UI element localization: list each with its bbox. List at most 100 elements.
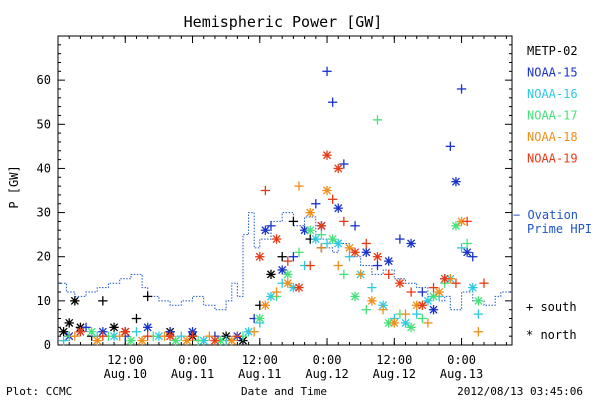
- point-noaa-17: [126, 335, 136, 346]
- point-noaa-19: [451, 278, 461, 288]
- point-stroke: [429, 292, 438, 301]
- point-noaa-15: [288, 252, 299, 262]
- point-metp-02: [58, 327, 69, 337]
- legend-marker-north: * north: [526, 328, 577, 342]
- x-tick-date: Aug.11: [171, 367, 214, 381]
- point-noaa-15: [339, 159, 349, 169]
- point-noaa-19: [165, 331, 175, 341]
- series-noaa-16: [58, 234, 484, 346]
- series-noaa-18: [70, 181, 484, 346]
- point-stroke: [244, 327, 253, 336]
- point-metp-02: [277, 252, 287, 262]
- y-tick-label: 20: [37, 250, 51, 264]
- point-noaa-17: [417, 313, 427, 324]
- point-stroke: [367, 296, 376, 305]
- point-stroke: [334, 164, 343, 173]
- point-stroke: [171, 336, 180, 345]
- point-metp-02: [109, 322, 119, 332]
- axes: 010203040506012:00Aug.100:00Aug.1112:00A…: [37, 35, 513, 381]
- x-tick-date: Aug.11: [238, 367, 281, 381]
- point-noaa-18: [333, 260, 343, 271]
- point-noaa-16: [109, 331, 119, 341]
- point-stroke: [126, 336, 135, 345]
- point-noaa-17: [428, 291, 439, 302]
- point-stroke: [283, 270, 292, 279]
- point-noaa-18: [356, 269, 366, 280]
- point-noaa-19: [406, 287, 416, 297]
- series-noaa-19: [75, 150, 489, 346]
- point-noaa-15: [327, 97, 338, 107]
- y-tick-label: 40: [37, 161, 51, 175]
- point-noaa-16: [468, 282, 478, 293]
- point-noaa-18: [305, 207, 315, 218]
- footer-right: 2012/08/13 03:45:06: [457, 385, 583, 398]
- point-noaa-15: [395, 234, 405, 244]
- legend-noaa-17: NOAA-17: [527, 109, 578, 123]
- point-stroke: [110, 332, 119, 341]
- point-noaa-17: [193, 335, 203, 346]
- point-noaa-19: [305, 260, 315, 271]
- point-noaa-16: [412, 309, 422, 319]
- point-stroke: [474, 296, 483, 305]
- point-stroke: [138, 336, 147, 345]
- footer-left: Plot: CCMC: [6, 385, 72, 398]
- point-noaa-18: [115, 331, 125, 341]
- point-noaa-15: [445, 141, 455, 152]
- point-stroke: [300, 226, 309, 235]
- point-noaa-16: [333, 238, 343, 249]
- point-noaa-17: [305, 225, 315, 235]
- x-tick-time: 12:00: [242, 353, 278, 367]
- point-noaa-15: [428, 305, 439, 315]
- point-noaa-15: [456, 84, 467, 94]
- legend-noaa-18: NOAA-18: [527, 130, 578, 144]
- point-noaa-16: [322, 238, 332, 249]
- point-stroke: [451, 221, 460, 230]
- point-noaa-17: [462, 238, 472, 249]
- point-noaa-19: [333, 163, 343, 174]
- point-noaa-19: [143, 331, 153, 341]
- point-metp-02: [288, 216, 299, 227]
- point-stroke: [87, 327, 96, 336]
- point-stroke: [266, 292, 276, 301]
- point-stroke: [468, 283, 477, 292]
- point-stroke: [418, 301, 427, 310]
- point-noaa-18: [400, 309, 411, 319]
- legend-noaa-19: NOAA-19: [527, 152, 578, 166]
- point-noaa-15: [311, 199, 321, 209]
- point-noaa-18: [322, 185, 332, 196]
- point-noaa-17: [350, 291, 360, 302]
- point-noaa-19: [316, 221, 327, 231]
- point-noaa-19: [479, 278, 489, 288]
- point-stroke: [278, 265, 287, 274]
- point-noaa-17: [171, 335, 181, 346]
- point-noaa-15: [384, 256, 394, 266]
- point-stroke: [289, 283, 298, 292]
- x-tick-date: Aug.12: [373, 367, 416, 381]
- legend-metp-02: METP-02: [527, 44, 578, 58]
- point-noaa-18: [378, 305, 388, 315]
- point-noaa-16: [400, 318, 411, 328]
- legend: METP-02 NOAA-15 NOAA-16 NOAA-17 NOAA-18 NOAA-…: [513, 44, 592, 342]
- point-stroke: [384, 257, 393, 266]
- point-noaa-15: [462, 247, 472, 257]
- point-noaa-18: [92, 335, 102, 346]
- point-stroke: [373, 252, 382, 261]
- point-stroke: [435, 287, 444, 297]
- point-noaa-18: [182, 335, 192, 346]
- point-noaa-15: [260, 225, 271, 235]
- point-stroke: [345, 243, 354, 252]
- point-stroke: [440, 274, 449, 283]
- data-points: [58, 66, 489, 346]
- point-noaa-18: [271, 287, 282, 297]
- legend-noaa-15: NOAA-15: [527, 66, 578, 80]
- point-stroke: [362, 248, 371, 257]
- x-tick-date: Aug.13: [440, 367, 483, 381]
- point-metp-02: [64, 318, 74, 328]
- point-noaa-18: [294, 181, 304, 191]
- point-noaa-19: [440, 274, 450, 284]
- point-stroke: [166, 332, 175, 341]
- point-noaa-15: [322, 66, 332, 76]
- point-stroke: [121, 327, 130, 336]
- point-noaa-19: [98, 331, 108, 341]
- point-stroke: [255, 314, 264, 323]
